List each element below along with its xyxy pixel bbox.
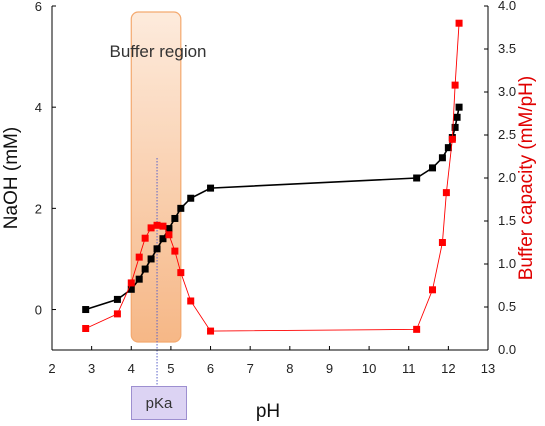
x-tick-label: 8 (286, 361, 293, 376)
series-2-point (135, 253, 143, 261)
series-1-point (135, 275, 143, 283)
series-1-point (159, 235, 167, 243)
x-tick-label: 6 (207, 361, 214, 376)
series-1-point (429, 164, 437, 172)
y2-tick-label: 0.0 (498, 342, 516, 357)
y2-tick-label: 1.5 (498, 213, 516, 228)
series-2-point (177, 269, 185, 277)
y2-tick-label: 4.0 (498, 0, 516, 13)
series-2-point (127, 279, 135, 287)
series-2-point (165, 231, 173, 239)
series-1-point (165, 225, 173, 233)
series-1-point (451, 123, 459, 131)
series-2-point (159, 222, 167, 230)
x-tick-label: 9 (326, 361, 333, 376)
series-1-point (171, 214, 179, 222)
series-1-point (141, 265, 149, 273)
series-1-point (444, 144, 452, 152)
series-2-point (187, 297, 195, 305)
series-1-point (82, 306, 90, 314)
series-2-point (141, 234, 149, 242)
series-2-point (147, 224, 155, 232)
y2-tick-label: 2.0 (498, 170, 516, 185)
axes-layer: 2 3 4 5 6 7 8 9 10 11 12 13 0 2 4 6 0.0 0.5 1.0 1.5 2.0 2.5 3.… (35, 0, 516, 376)
y-axis-title: NaOH (mM) (1, 127, 22, 229)
y-tick-label: 2 (35, 201, 42, 216)
series-2-point (451, 81, 459, 89)
x-tick-label: 3 (88, 361, 95, 376)
series-2-point (429, 286, 437, 294)
x-tick-label: 10 (362, 361, 376, 376)
series-layer (82, 19, 463, 335)
x-tick-label: 7 (247, 361, 254, 376)
series-1-point (455, 103, 463, 111)
buffer-region (130, 11, 182, 343)
x-tick-label: 11 (402, 361, 416, 376)
series-1-point (127, 285, 135, 293)
pka-label-box: pKa (131, 386, 187, 420)
series-2-point (438, 239, 446, 246)
labels-layer: pH NaOH (mM) Buffer capacity (mM/pH) (1, 76, 537, 422)
series-1-point (438, 154, 446, 162)
y-tick-label: 6 (35, 0, 42, 14)
series-2-point (455, 19, 463, 27)
series-1-point (147, 255, 155, 263)
y2-tick-label: 1.0 (498, 256, 516, 271)
series-1-point (207, 184, 215, 192)
y2-tick-label: 0.5 (498, 299, 516, 314)
series-1-point (453, 113, 461, 121)
series-2-point (448, 135, 456, 143)
y2-tick-label: 3.5 (498, 41, 516, 56)
series-1-point (113, 295, 121, 303)
series-2-point (207, 327, 215, 335)
x-tick-label: 2 (48, 361, 55, 376)
series-2-point (113, 310, 121, 318)
y2-axis-title: Buffer capacity (mM/pH) (516, 76, 537, 280)
series-2-point (171, 247, 179, 255)
x-tick-label: 13 (481, 361, 495, 376)
x-tick-label: 5 (167, 361, 174, 376)
x-axis-title: pH (256, 401, 280, 422)
series-1-point (153, 245, 161, 253)
buffer-region-layer: Buffer region (109, 11, 207, 343)
y2-tick-label: 2.5 (498, 127, 516, 142)
pka-label: pKa (145, 394, 173, 412)
series-1-point (187, 194, 195, 202)
buffer-region-label: Buffer region (109, 42, 206, 61)
series-1-point (413, 174, 421, 182)
x-tick-label: 4 (128, 361, 135, 376)
y-tick-label: 0 (35, 303, 42, 318)
y-tick-label: 4 (35, 100, 42, 115)
series-2-point (153, 221, 161, 229)
series-2-point (442, 189, 450, 197)
x-tick-label: 12 (441, 361, 455, 376)
series-1-point (177, 204, 185, 212)
y2-tick-label: 3.0 (498, 84, 516, 99)
series-2-point (82, 325, 90, 332)
series-2-point (413, 325, 421, 333)
